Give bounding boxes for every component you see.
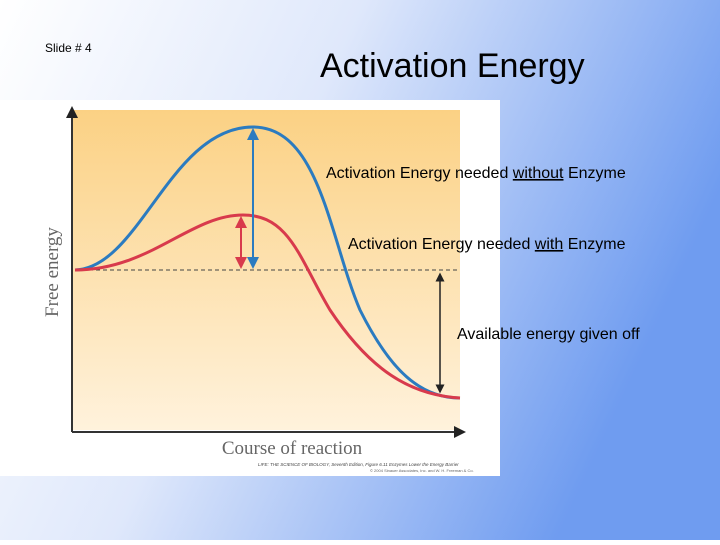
annotation-text: Enzyme <box>563 236 625 253</box>
annotation-text: Activation Energy needed <box>348 236 535 253</box>
annotation-text: Activation Energy needed <box>326 165 513 182</box>
annotation-text: Enzyme <box>564 165 626 182</box>
catalyzed-curve <box>74 213 461 400</box>
uncatalyzed-curve <box>74 125 461 400</box>
credit: © 2004 Sinauer Associates, Inc. and W. H… <box>370 468 474 473</box>
y-axis-label: Free energy <box>42 227 63 317</box>
slide-number: Slide # 4 <box>45 41 92 55</box>
annotation-emphasis: with <box>534 236 563 253</box>
x-axis-label: Course of reaction <box>222 438 363 459</box>
annotation-emphasis: without <box>512 165 564 182</box>
annotation: Activation Energy needed with Enzyme <box>348 236 626 253</box>
annotation: Available energy given off <box>457 326 640 343</box>
annotation: Activation Energy needed without Enzyme <box>326 165 626 182</box>
slide-title: Activation Energy <box>320 47 585 85</box>
credit: LIFE: THE SCIENCE OF BIOLOGY, Seventh Ed… <box>258 462 459 467</box>
